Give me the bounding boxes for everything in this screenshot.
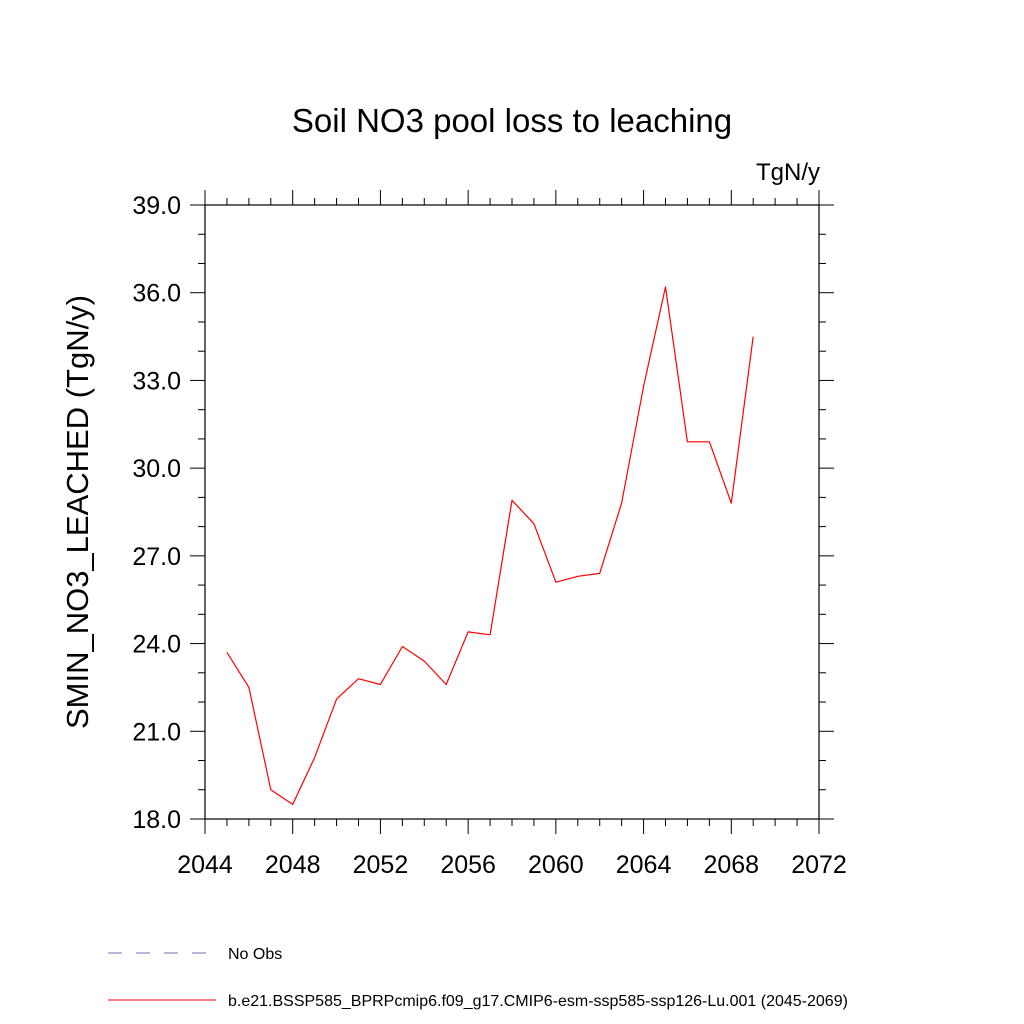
units-label: TgN/y	[756, 159, 820, 186]
chart-title: Soil NO3 pool loss to leaching	[292, 102, 732, 139]
legend-label-no-obs: No Obs	[228, 946, 282, 963]
legend: No Obs b.e21.BSSP585_BPRPcmip6.f09_g17.C…	[108, 946, 848, 1010]
y-tick-label: 33.0	[132, 367, 181, 395]
y-tick-label: 39.0	[132, 192, 181, 220]
y-tick-label: 27.0	[132, 543, 181, 571]
x-tick-label: 2064	[616, 851, 672, 879]
x-tick-label: 2044	[177, 851, 233, 879]
axis-ticks	[190, 190, 834, 834]
y-tick-label: 24.0	[132, 631, 181, 659]
y-tick-label: 36.0	[132, 280, 181, 308]
series-line	[226, 286, 754, 806]
x-tick-label: 2072	[791, 851, 847, 879]
y-tick-label: 21.0	[132, 718, 181, 746]
x-tick-label: 2068	[703, 851, 759, 879]
tick-labels: 2044 2048 2052 2056 2060 2064 2068 2072 18.0 21.0…	[132, 192, 846, 879]
x-tick-label: 2052	[353, 851, 409, 879]
series-layer	[226, 286, 754, 806]
legend-label-series: b.e21.BSSP585_BPRPcmip6.f09_g17.CMIP6-es…	[228, 993, 848, 1010]
x-tick-label: 2056	[440, 851, 496, 879]
x-tick-label: 2060	[528, 851, 584, 879]
y-axis-label: SMIN_NO3_LEACHED (TgN/y)	[60, 295, 95, 729]
y-tick-label: 18.0	[132, 806, 181, 834]
y-tick-label: 30.0	[132, 455, 181, 483]
plot-frame	[204, 204, 820, 820]
x-tick-label: 2048	[265, 851, 321, 879]
